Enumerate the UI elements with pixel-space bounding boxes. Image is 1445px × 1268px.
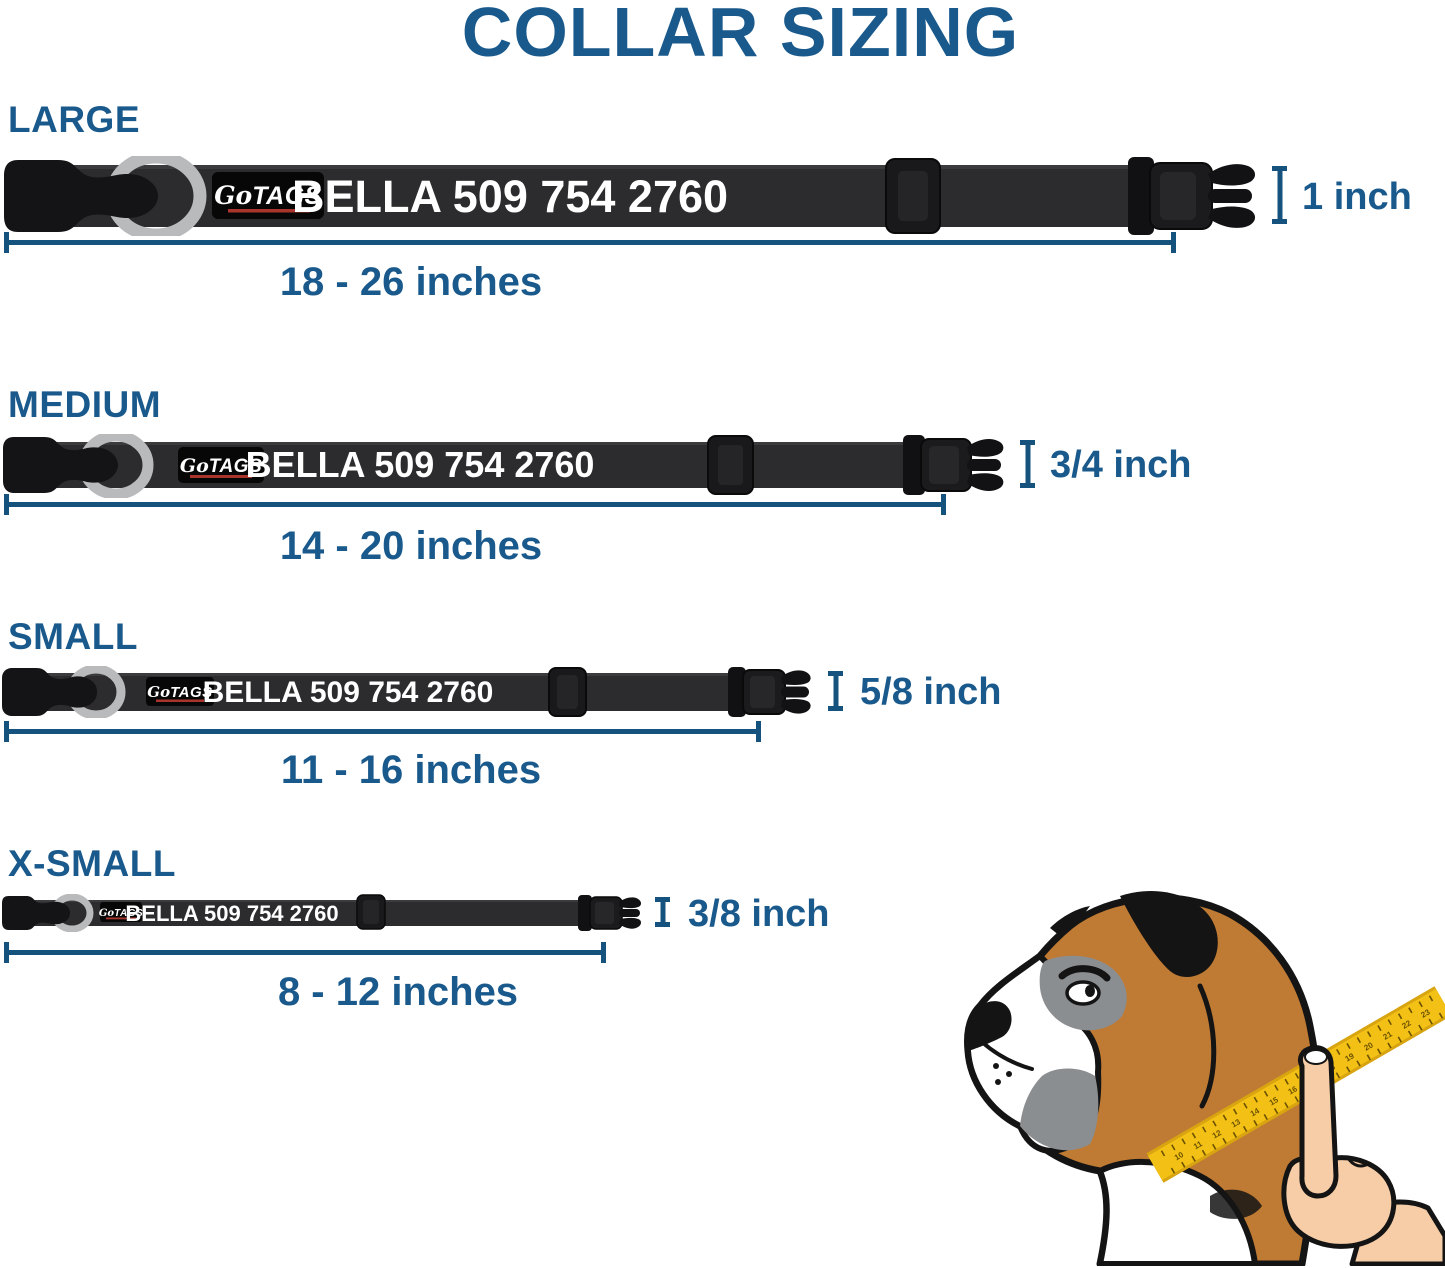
- collar-graphic-xsmall: GoTAGS BELLA 509 754 2760: [2, 894, 641, 932]
- buckle-prong-bottom: [1208, 206, 1256, 228]
- collar-slider: [548, 667, 587, 717]
- collar-name-text: BELLA 509 754 2760: [125, 901, 338, 926]
- size-label-large: LARGE: [8, 99, 140, 140]
- collar-slider: [707, 435, 754, 495]
- collar-name-text: BELLA 509 754 2760: [246, 444, 595, 485]
- buckle-prong-bottom: [619, 917, 641, 929]
- gotags-patch: GoTAGS: [178, 447, 264, 483]
- buckle-male: [1128, 157, 1256, 235]
- buckle-prong-top: [1208, 164, 1256, 186]
- gotags-underline: [228, 209, 310, 213]
- gotags-logo-text: GoTAGS: [180, 455, 262, 477]
- strap-highlight: [44, 442, 926, 445]
- buckle-female: [2, 896, 70, 930]
- buckle-male: [578, 895, 641, 931]
- length-line-xsmall: [4, 942, 606, 963]
- eyebrow: [1058, 965, 1111, 982]
- buckle-female: [3, 437, 118, 493]
- gotags-underline: [190, 475, 252, 478]
- buckle-prong-top: [967, 439, 1004, 457]
- width-label-large: 1 inch: [1302, 176, 1412, 218]
- fingernail: [1304, 1049, 1328, 1065]
- ear-tip-left: [1050, 906, 1090, 936]
- index-finger: [1297, 1045, 1339, 1199]
- collar-graphic-medium: GoTAGS BELLA 509 754 2760: [3, 434, 1004, 498]
- strap-highlight: [28, 900, 580, 902]
- buckle-female: [4, 160, 158, 232]
- buckle-male: [728, 667, 811, 717]
- gotags-logo-text: GoTAGS: [214, 181, 322, 210]
- width-label-small: 5/8 inch: [860, 671, 1002, 713]
- length-label-small: 11 - 16 inches: [280, 748, 542, 792]
- cheek-line: [1197, 983, 1217, 1109]
- buckle-male: [903, 435, 1004, 495]
- strap-highlight: [36, 673, 746, 676]
- buckle-prong-middle: [1208, 189, 1252, 203]
- length-label-medium: 14 - 20 inches: [279, 524, 543, 568]
- dog-measuring-illustration: 1011121314151617181920212223: [964, 891, 1445, 1266]
- buckle-prong-top: [781, 670, 811, 685]
- collar-name-text: BELLA 509 754 2760: [203, 676, 494, 709]
- size-label-xsmall: X-SMALL: [8, 843, 176, 884]
- buckle-prong-middle: [781, 686, 809, 698]
- gotags-patch: GoTAGS: [99, 902, 143, 922]
- gotags-logo-text: GoTAGS: [99, 908, 143, 919]
- chin-dot: [1006, 1071, 1012, 1077]
- buckle-prong-top: [619, 897, 641, 909]
- buckle-prong-bottom: [967, 473, 1004, 491]
- length-line-small: [4, 721, 761, 742]
- gotags-logo-text: GoTAGS: [147, 683, 212, 701]
- size-label-small: SMALL: [8, 616, 138, 657]
- length-line-large: [4, 232, 1176, 253]
- gotags-underline: [156, 699, 204, 702]
- pupil: [1085, 985, 1095, 997]
- neck-spot: [1210, 1189, 1262, 1219]
- buckle-prong-middle: [619, 909, 640, 917]
- length-line-medium: [4, 494, 946, 515]
- gotags-patch: GoTAGS: [146, 677, 214, 706]
- collar-graphic-large: GoTAGS BELLA 509 754 2760: [4, 156, 1256, 236]
- gotags-patch: GoTAGS: [212, 172, 324, 219]
- length-label-xsmall: 8 - 12 inches: [277, 970, 519, 1014]
- buckle-prong-bottom: [781, 699, 811, 714]
- measuring-tape: 1011121314151617181920212223: [1146, 986, 1445, 1183]
- width-bracket-small: [828, 671, 843, 711]
- width-bracket-medium: [1020, 440, 1035, 488]
- hand: [1281, 1045, 1445, 1266]
- width-label-xsmall: 3/8 inch: [688, 893, 830, 935]
- strap-highlight: [56, 165, 1132, 169]
- gotags-underline: [106, 917, 136, 920]
- chin-dot: [995, 1079, 1001, 1085]
- width-bracket-large: [1272, 166, 1287, 224]
- width-label-medium: 3/4 inch: [1050, 444, 1192, 486]
- buckle-female: [2, 668, 97, 716]
- mouth-line: [980, 1040, 1034, 1071]
- chin-dot: [993, 1063, 999, 1069]
- size-label-medium: MEDIUM: [8, 384, 162, 425]
- page-title: COLLAR SIZING: [461, 0, 1020, 71]
- length-label-large: 18 - 26 inches: [279, 260, 543, 304]
- collar-name-text: BELLA 509 754 2760: [292, 171, 728, 222]
- width-bracket-xsmall: [655, 897, 670, 927]
- collar-slider: [356, 894, 386, 930]
- ear-black: [1120, 891, 1218, 978]
- collar-slider: [885, 158, 941, 234]
- jowl-gray: [1020, 1068, 1099, 1151]
- collar-graphic-small: GoTAGS BELLA 509 754 2760: [2, 666, 811, 718]
- tape-band: [1147, 988, 1445, 1181]
- buckle-prong-middle: [967, 459, 1001, 471]
- nose: [967, 1001, 1012, 1051]
